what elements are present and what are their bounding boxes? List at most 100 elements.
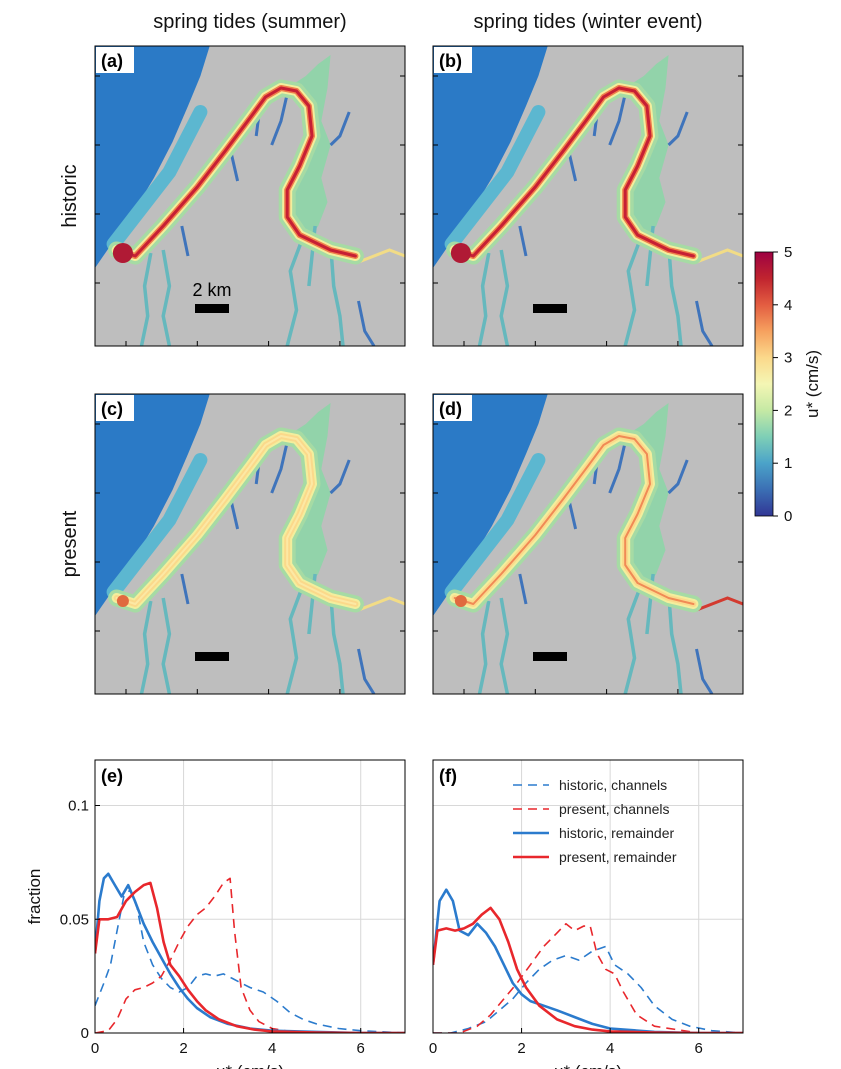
legend-label: present, remainder — [559, 849, 677, 865]
map-panels: (a) 2 km (b) (c) (d) — [94, 45, 744, 695]
tributary-channel — [139, 252, 153, 346]
scale-bar — [195, 652, 229, 661]
plot-title: (e) — [101, 766, 123, 786]
scale-bar-label: 2 km — [192, 280, 231, 300]
map-panel — [433, 46, 743, 346]
legend-label: historic, channels — [559, 777, 667, 793]
plot-title: (f) — [439, 766, 457, 786]
panel-label-box — [96, 47, 134, 73]
series-group — [95, 872, 405, 1033]
scale-bar — [195, 304, 229, 313]
panel-label-box — [434, 47, 472, 73]
tidal-creek — [567, 153, 578, 182]
tributary-channel — [623, 585, 643, 694]
main-channel — [115, 86, 357, 258]
tidal-creek — [608, 441, 627, 494]
y-tick-label: 0.1 — [68, 798, 89, 815]
plot-frame — [94, 759, 406, 1034]
map-frame — [432, 45, 744, 347]
x-axis-label: u* (cm/s) — [216, 1062, 284, 1069]
colorbar: 0 1 2 3 4 5 u* (cm/s) — [754, 244, 822, 525]
panel-label: (c) — [101, 399, 123, 419]
panel-label: (a) — [101, 51, 123, 71]
colorbar-label: u* (cm/s) — [803, 350, 822, 418]
tidal-creek — [518, 225, 528, 257]
inlet-hotspot — [116, 595, 129, 607]
series-line — [433, 906, 743, 1033]
tidal-creek — [357, 648, 376, 694]
series-line — [95, 881, 405, 1033]
x-tick-label: 0 — [429, 1040, 437, 1057]
inlet-hotspot — [454, 595, 467, 607]
inlet-hotspot — [112, 243, 133, 263]
scale-bar — [533, 304, 567, 313]
panel-label: (d) — [439, 399, 462, 419]
colorbar-ramp — [754, 251, 774, 517]
tidal-creek — [695, 648, 714, 694]
tidal-creek — [180, 573, 190, 605]
tidal-creek — [329, 111, 351, 147]
distribution-plots: 0 2 4 6 0 0.05 0.1 u* (cm/s) fraction (e) 0 2 4 6 u* (… — [25, 759, 744, 1069]
series-line — [433, 888, 743, 1033]
panel-label-box — [96, 395, 134, 421]
series-line — [95, 877, 405, 1033]
tributary-channel — [499, 249, 510, 346]
tidal-creek — [270, 93, 289, 146]
sea-area — [433, 46, 548, 268]
x-tick-label: 6 — [357, 1040, 365, 1057]
x-tick-label: 2 — [517, 1040, 525, 1057]
sea-area — [95, 394, 210, 616]
nearshore-zone — [444, 105, 546, 251]
x-tick-label: 4 — [606, 1040, 614, 1057]
series-line — [433, 945, 743, 1033]
tributary-channel — [477, 252, 491, 346]
colorbar-tick-label: 3 — [784, 350, 792, 367]
tributary-channel — [499, 597, 510, 694]
tidal-creek — [667, 111, 689, 147]
colorbar-tick-label: 2 — [784, 402, 792, 419]
x-tick-label: 0 — [91, 1040, 99, 1057]
tidal-creek — [567, 501, 578, 530]
tributary-channel — [139, 600, 153, 694]
plot-background — [95, 760, 405, 1033]
panel-label-box — [434, 395, 472, 421]
main-channel — [453, 86, 695, 258]
series-line — [95, 888, 405, 1033]
tidal-creek — [667, 459, 689, 495]
x-tick-label: 4 — [268, 1040, 276, 1057]
colorbar-tick-label: 0 — [784, 508, 792, 525]
tributary-channel — [285, 585, 305, 694]
series-line — [433, 922, 743, 1033]
tributary-channel — [161, 597, 172, 694]
map-frame — [94, 393, 406, 695]
main-channel — [115, 435, 357, 605]
column-title-summer: spring tides (summer) — [153, 11, 346, 33]
tributary-channel — [666, 243, 683, 346]
legend-label: historic, remainder — [559, 825, 674, 841]
nearshore-zone — [444, 453, 546, 599]
map-panel — [95, 46, 405, 346]
tidal-creek — [270, 441, 289, 494]
nearshore-zone — [106, 105, 208, 251]
tributary-channel — [666, 591, 683, 694]
legend: historic, channels present, channels histo… — [513, 777, 677, 865]
tidal-creek — [229, 501, 240, 530]
colorbar-tick-label: 4 — [784, 297, 792, 314]
tidal-creek — [180, 225, 190, 257]
column-title-winter: spring tides (winter event) — [474, 11, 703, 33]
tributary-channel — [285, 237, 305, 346]
colorbar-tick-label: 1 — [784, 455, 792, 472]
tributary-channel — [328, 591, 345, 694]
tributary-channel — [161, 249, 172, 346]
distribution-plot: 0 2 4 6 0 0.05 0.1 u* (cm/s) fraction (e) — [25, 759, 406, 1069]
y-axis-label: fraction — [25, 869, 44, 925]
colorbar-tick-label: 5 — [784, 244, 792, 261]
inlet-hotspot — [450, 243, 471, 263]
x-tick-label: 2 — [179, 1040, 187, 1057]
x-tick-label: 6 — [695, 1040, 703, 1057]
tidal-creek — [608, 93, 627, 146]
tidal-creek — [357, 300, 376, 346]
main-channel — [453, 435, 695, 605]
distribution-plot: 0 2 4 6 u* (cm/s) (f) — [429, 759, 744, 1069]
